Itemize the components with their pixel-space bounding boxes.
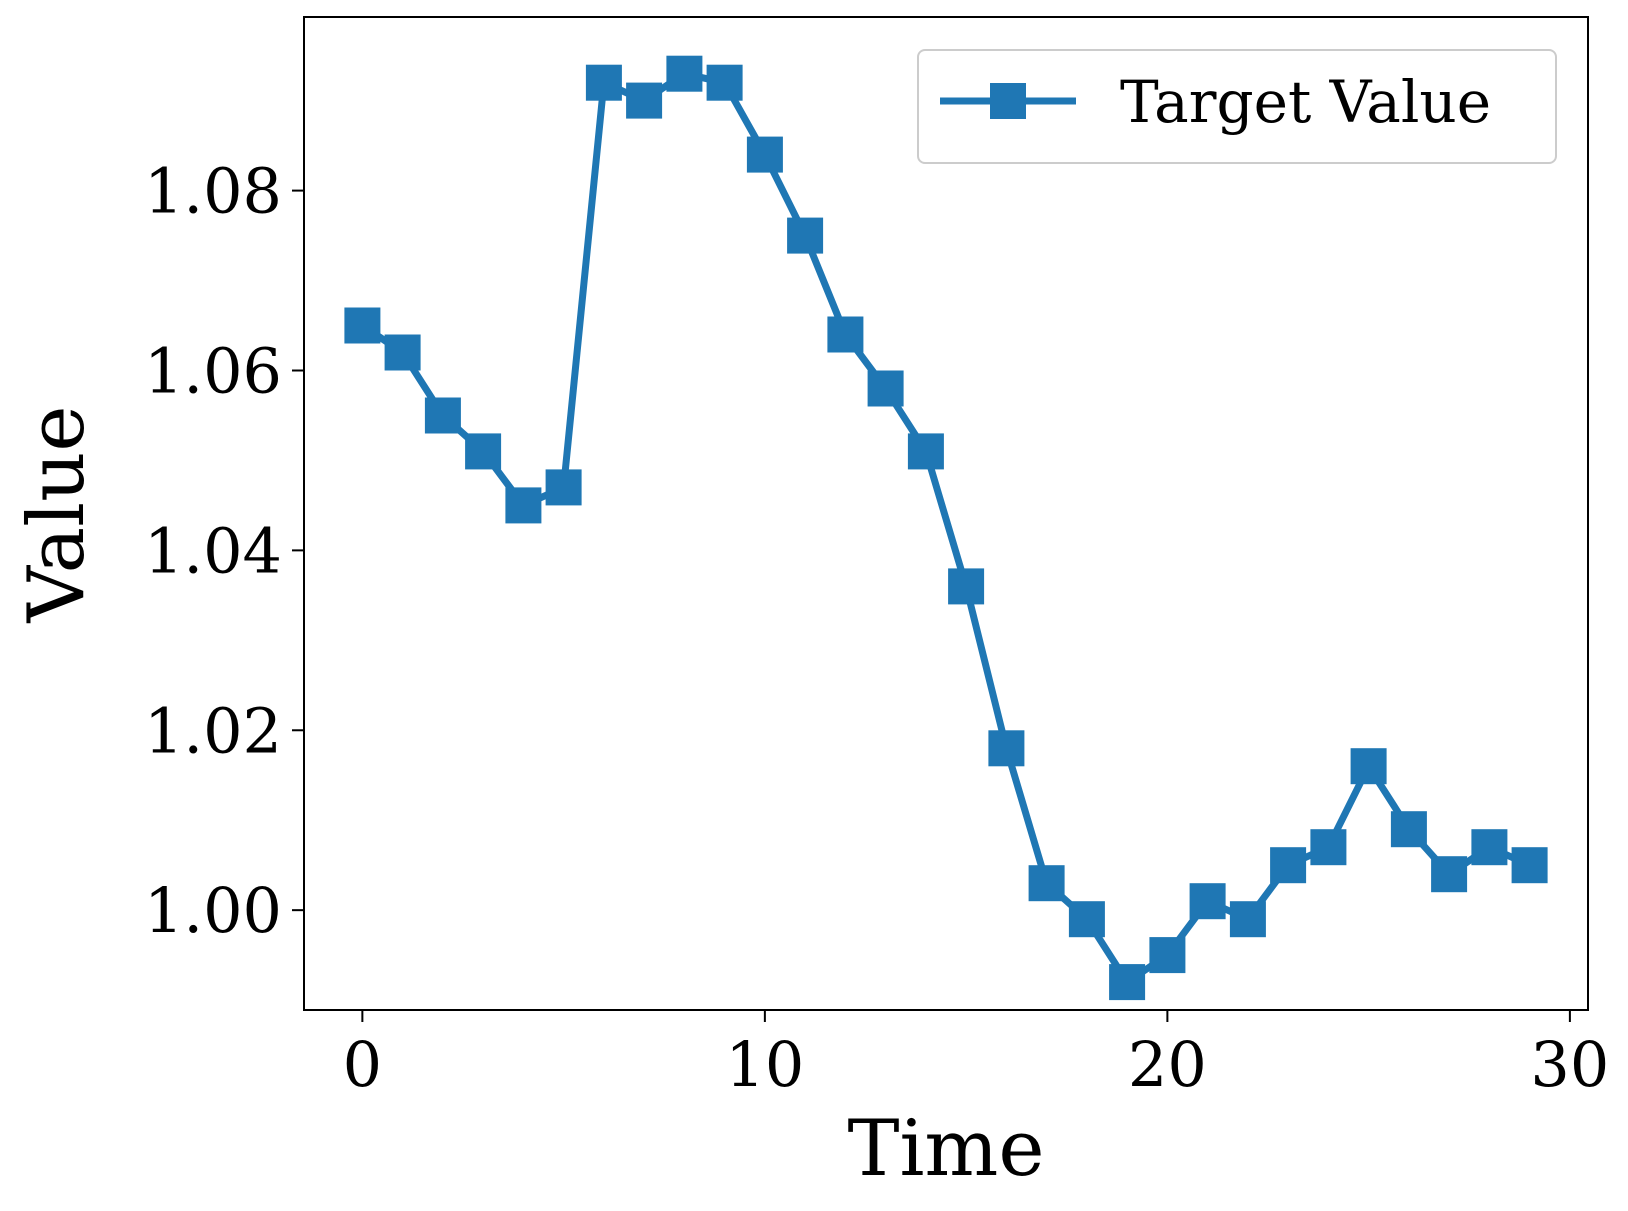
y-tick-label: 1.04 [144, 514, 282, 587]
x-tick-label: 20 [1128, 1028, 1207, 1101]
legend-label: Target Value [1120, 68, 1491, 136]
data-point-marker [424, 397, 461, 434]
data-point-marker [1068, 901, 1105, 938]
legend-marker-swatch [990, 83, 1026, 119]
x-axis-ticks: 0 10 20 30 [343, 1010, 1609, 1101]
data-point-marker [585, 64, 622, 101]
data-point-marker [1471, 829, 1508, 866]
data-point-marker [344, 307, 381, 344]
data-point-marker [1109, 964, 1146, 1001]
data-point-marker [384, 334, 421, 371]
x-axis-label: Time [847, 1104, 1044, 1194]
data-point-marker [626, 82, 663, 119]
data-point-marker [1431, 856, 1468, 893]
data-point-marker [746, 136, 783, 173]
data-point-marker [1270, 847, 1307, 884]
x-tick-label: 0 [343, 1028, 382, 1101]
data-point-marker [787, 217, 824, 254]
data-point-marker [1511, 847, 1548, 884]
y-tick-label: 1.02 [144, 694, 282, 767]
data-point-marker [505, 487, 542, 524]
data-point-marker [465, 433, 502, 470]
legend: Target Value [917, 49, 1557, 164]
y-tick-label: 1.00 [144, 874, 282, 947]
legend-frame [917, 49, 1557, 164]
data-point-marker [706, 64, 743, 101]
data-point-marker [1229, 901, 1266, 938]
series-layer [344, 55, 1548, 1001]
data-point-marker [1350, 748, 1387, 785]
data-point-marker [948, 568, 985, 605]
data-point-marker [907, 433, 944, 470]
data-point-marker [827, 316, 864, 353]
x-tick-label: 10 [725, 1028, 804, 1101]
y-tick-label: 1.08 [144, 155, 282, 228]
y-axis-label: Value [12, 405, 102, 623]
data-point-marker [545, 469, 582, 506]
y-axis-ticks: 1.00 1.02 1.04 1.06 1.08 [144, 155, 304, 947]
data-point-marker [666, 55, 703, 92]
data-point-marker [867, 370, 904, 407]
data-point-marker [1310, 829, 1347, 866]
x-tick-label: 30 [1530, 1028, 1609, 1101]
data-point-marker [1390, 811, 1427, 848]
plot-frame [303, 16, 1589, 1011]
data-point-marker [1149, 937, 1186, 974]
y-tick-label: 1.06 [144, 334, 282, 407]
data-point-marker [1189, 883, 1226, 920]
data-point-marker [1028, 865, 1065, 902]
data-point-marker [988, 730, 1025, 767]
